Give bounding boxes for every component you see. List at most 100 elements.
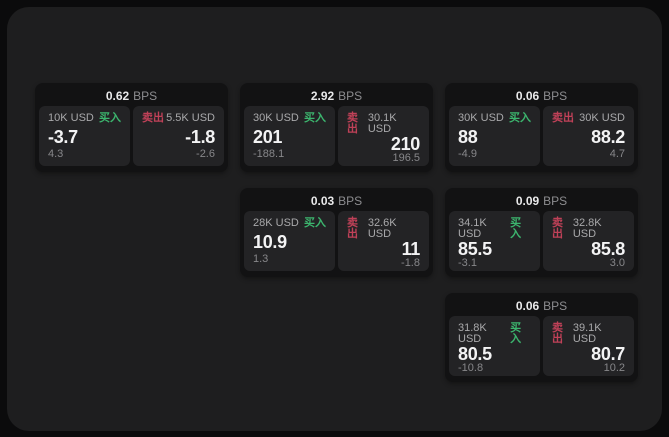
buy-amount: 28K USD — [253, 217, 299, 229]
quote-card: 0.06 BPS 30K USD 买入 88 -4.9 卖出 30K USD 8… — [445, 83, 638, 172]
sell-amount: 30.1K USD — [367, 112, 397, 135]
spread-header: 0.62 BPS — [39, 87, 224, 106]
buy-delta: -188.1 — [253, 148, 285, 160]
spread-unit: BPS — [338, 194, 363, 208]
sell-tile[interactable]: 卖出 30K USD 88.2 4.7 — [543, 106, 634, 166]
quote-card: 0.03 BPS 28K USD 买入 10.9 1.3 卖出 32.6K US… — [240, 188, 433, 277]
buy-delta: -3.1 — [458, 257, 477, 269]
quote-panels: 34.1K USD 买入 85.5 -3.1 卖出 32.8K USD 85.8… — [449, 211, 634, 271]
sell-tile-top: 卖出 39.1K USD — [552, 323, 625, 345]
buy-delta: -4.9 — [458, 148, 477, 160]
sell-label: 卖出 — [142, 112, 164, 124]
buy-tile-top: 34.1K USD 买入 — [458, 218, 531, 240]
sell-delta: -1.8 — [401, 257, 420, 269]
spread-unit: BPS — [133, 89, 158, 103]
sell-delta: 10.2 — [603, 362, 625, 374]
buy-tile[interactable]: 30K USD 买入 88 -4.9 — [449, 106, 540, 166]
quote-card: 2.92 BPS 30K USD 买入 201 -188.1 卖出 30.1K … — [240, 83, 433, 172]
quote-card: 0.62 BPS 10K USD 买入 -3.7 4.3 卖出 5.5K USD… — [35, 83, 228, 172]
sell-amount: 5.5K USD — [166, 112, 215, 124]
spread-header: 2.92 BPS — [244, 87, 429, 106]
sell-label: 卖出 — [552, 217, 563, 240]
quote-panels: 28K USD 买入 10.9 1.3 卖出 32.6K USD 11 -1.8 — [244, 211, 429, 271]
buy-label: 买入 — [99, 112, 121, 124]
spread-value: 0.09 — [515, 194, 540, 208]
sell-tile[interactable]: 卖出 5.5K USD -1.8 -2.6 — [133, 106, 224, 166]
buy-price: 80.5 — [458, 344, 492, 364]
buy-amount: 34.1K USD — [458, 217, 487, 240]
spread-value: 0.03 — [310, 194, 335, 208]
spread-value: 2.92 — [310, 89, 335, 103]
buy-amount: 10K USD — [48, 112, 94, 124]
buy-amount: 30K USD — [253, 112, 299, 124]
sell-label: 卖出 — [347, 217, 358, 240]
sell-tile-top: 卖出 32.6K USD — [347, 218, 420, 240]
sell-tile-top: 卖出 30K USD — [552, 113, 625, 124]
buy-tile[interactable]: 30K USD 买入 201 -188.1 — [244, 106, 335, 166]
sell-price: 80.7 — [591, 344, 625, 364]
buy-price: 201 — [253, 126, 283, 147]
buy-delta: 1.3 — [253, 253, 269, 265]
buy-label: 买入 — [304, 112, 326, 124]
sell-label: 卖出 — [552, 322, 563, 345]
sell-tile[interactable]: 卖出 32.6K USD 11 -1.8 — [338, 211, 429, 271]
sell-delta: 4.7 — [609, 148, 625, 160]
sell-delta: 196.5 — [392, 152, 420, 164]
sell-price: 210 — [390, 134, 420, 154]
sell-tile[interactable]: 卖出 32.8K USD 85.8 3.0 — [543, 211, 634, 271]
sell-tile-top: 卖出 32.8K USD — [552, 218, 625, 240]
buy-tile[interactable]: 28K USD 买入 10.9 1.3 — [244, 211, 335, 271]
buy-price: 88 — [458, 126, 478, 147]
sell-tile[interactable]: 卖出 39.1K USD 80.7 10.2 — [543, 316, 634, 376]
sell-amount: 32.8K USD — [572, 217, 602, 240]
sell-delta: 3.0 — [609, 257, 625, 269]
sell-price: 11 — [401, 239, 421, 259]
buy-amount: 31.8K USD — [458, 322, 487, 345]
buy-tile[interactable]: 34.1K USD 买入 85.5 -3.1 — [449, 211, 540, 271]
spread-unit: BPS — [338, 89, 363, 103]
sell-label: 卖出 — [347, 112, 358, 135]
buy-tile[interactable]: 10K USD 买入 -3.7 4.3 — [39, 106, 130, 166]
buy-label: 买入 — [509, 112, 531, 124]
buy-amount: 30K USD — [458, 112, 504, 124]
buy-label: 买入 — [304, 217, 326, 229]
spread-header: 0.03 BPS — [244, 192, 429, 211]
sell-price: 88.2 — [591, 126, 625, 147]
buy-tile-top: 30K USD 买入 — [253, 113, 326, 124]
spread-header: 0.09 BPS — [449, 192, 634, 211]
buy-tile-top: 10K USD 买入 — [48, 113, 121, 124]
sell-delta: -2.6 — [196, 148, 215, 160]
spread-value: 0.06 — [515, 89, 540, 103]
buy-price: 85.5 — [458, 239, 492, 259]
spread-value: 0.06 — [515, 299, 540, 313]
spread-unit: BPS — [543, 194, 568, 208]
sell-amount: 32.6K USD — [367, 217, 397, 240]
sell-price: 85.8 — [591, 239, 625, 259]
buy-tile[interactable]: 31.8K USD 买入 80.5 -10.8 — [449, 316, 540, 376]
spread-header: 0.06 BPS — [449, 87, 634, 106]
buy-price: -3.7 — [48, 126, 78, 147]
sell-price: -1.8 — [185, 126, 215, 147]
sell-tile-top: 卖出 5.5K USD — [142, 113, 215, 124]
spread-unit: BPS — [543, 299, 568, 313]
sell-tile[interactable]: 卖出 30.1K USD 210 196.5 — [338, 106, 429, 166]
sell-label: 卖出 — [552, 112, 574, 124]
quote-card: 0.06 BPS 31.8K USD 买入 80.5 -10.8 卖出 39.1… — [445, 293, 638, 382]
sell-amount: 30K USD — [579, 112, 625, 124]
buy-delta: 4.3 — [48, 148, 64, 160]
quote-panels: 10K USD 买入 -3.7 4.3 卖出 5.5K USD -1.8 -2.… — [39, 106, 224, 166]
buy-tile-top: 28K USD 买入 — [253, 218, 326, 229]
sell-tile-top: 卖出 30.1K USD — [347, 113, 420, 135]
spread-value: 0.62 — [105, 89, 130, 103]
quote-panels: 30K USD 买入 201 -188.1 卖出 30.1K USD 210 1… — [244, 106, 429, 166]
spread-header: 0.06 BPS — [449, 297, 634, 316]
buy-delta: -10.8 — [458, 362, 484, 374]
buy-price: 10.9 — [253, 231, 287, 252]
buy-label: 买入 — [510, 217, 522, 240]
quote-card: 0.09 BPS 34.1K USD 买入 85.5 -3.1 卖出 32.8K… — [445, 188, 638, 277]
sell-amount: 39.1K USD — [572, 322, 602, 345]
buy-tile-top: 30K USD 买入 — [458, 113, 531, 124]
buy-label: 买入 — [510, 322, 522, 345]
quote-panels: 30K USD 买入 88 -4.9 卖出 30K USD 88.2 4.7 — [449, 106, 634, 166]
